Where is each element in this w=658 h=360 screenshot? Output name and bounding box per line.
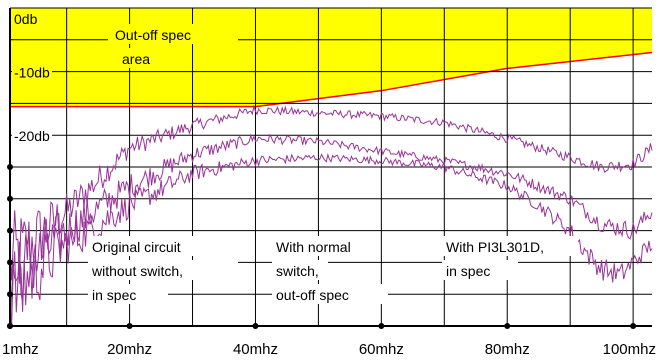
y-tick-mark-40 — [7, 259, 13, 266]
y-tick-mark-25 — [7, 164, 13, 170]
out-of-spec-label-line1: Out-off spec — [115, 27, 191, 43]
y-tick-mark-30 — [7, 195, 13, 202]
original-label-bg-3 — [88, 284, 168, 304]
pi3l-label-line2: in spec — [446, 263, 490, 279]
normal-label-bg-2 — [272, 260, 328, 280]
y-tick-mark-35 — [7, 227, 13, 234]
x-tick-mark-3 — [378, 323, 385, 329]
y-tick-mark-45 — [7, 291, 13, 298]
x-tick-mark-2 — [252, 323, 259, 329]
normal-label-bg-3 — [272, 284, 388, 304]
x-tick-mark-4 — [504, 323, 511, 329]
out-of-spec-area — [10, 8, 653, 108]
x-tick-mark-1 — [126, 323, 133, 329]
series-line-2 — [9, 152, 653, 327]
normal-label-line3: out-off spec — [276, 287, 349, 303]
original-label-bg-2 — [88, 260, 238, 280]
pi3l-label-bg-2 — [442, 260, 518, 280]
spec-fill — [10, 8, 652, 107]
x-tick-label-2: 40mhz — [233, 341, 278, 358]
y-tick-label-2: -20db — [14, 128, 50, 144]
original-label-line2: without switch, — [91, 263, 183, 279]
series-line-1 — [9, 133, 653, 324]
out-of-spec-label-bg-2 — [118, 48, 176, 68]
out-of-spec-label-bg — [108, 24, 238, 44]
x-tick-label-1: 20mhz — [107, 341, 152, 358]
x-tick-label-5: 100mhz — [603, 341, 656, 358]
y-tick-label-bg-1 — [12, 63, 52, 82]
pi3l-label-line1: With PI3L301D, — [446, 239, 544, 255]
y-tick-mark-50 — [7, 323, 13, 329]
y-tick-label-0: 0db — [14, 11, 38, 27]
series-group — [9, 104, 653, 327]
pi3l-label-bg-1 — [442, 236, 578, 256]
y-tick-label-1: -10db — [14, 65, 50, 81]
original-label-line1: Original circuit — [92, 239, 181, 255]
x-tick-label-3: 60mhz — [359, 341, 404, 358]
original-label-line3: in spec — [92, 287, 136, 303]
original-label-bg-1 — [88, 236, 222, 256]
out-of-spec-label-line2: area — [122, 51, 150, 67]
x-tick-label-0: 1mhz — [2, 341, 39, 358]
y-tick-label-bg-2 — [12, 127, 52, 146]
series-line-0 — [9, 104, 653, 284]
normal-label-line2: switch, — [276, 263, 319, 279]
x-tick-mark-5 — [630, 323, 637, 329]
normal-label-bg-1 — [272, 236, 380, 256]
axes: 1mhz 20mhz 40mhz 60mhz 80mhz 100mhz 0db -10db -2… — [2, 8, 656, 358]
x-tick-label-4: 80mhz — [485, 341, 530, 358]
normal-label-line1: With normal — [276, 239, 351, 255]
annotations: Out-off spec area Original circuit witho… — [88, 24, 578, 304]
y-tick-label-bg-0 — [12, 10, 52, 28]
